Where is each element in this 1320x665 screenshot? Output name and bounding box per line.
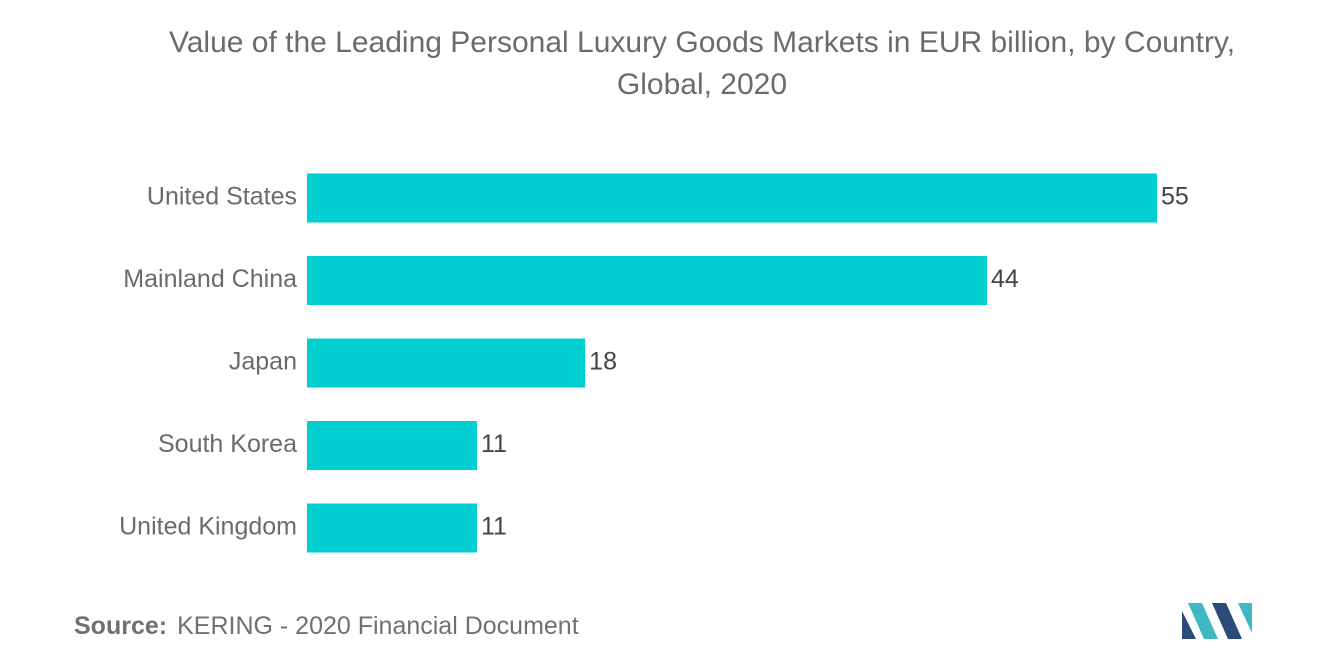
- bar-japan: [307, 338, 586, 388]
- value-label-south-korea: 11: [481, 430, 507, 458]
- value-label-united-kingdom: 11: [481, 513, 507, 541]
- logo-shape-3: [1212, 603, 1242, 639]
- chart-title-line-1: Value of the Leading Personal Luxury Goo…: [168, 26, 1236, 59]
- category-label-united-states: United States: [147, 183, 297, 211]
- bar-united-kingdom: [307, 503, 477, 553]
- source-text: KERING - 2020 Financial Document: [177, 612, 579, 640]
- chart-title-line-2: Global, 2020: [616, 68, 788, 101]
- category-label-japan: Japan: [229, 348, 297, 376]
- logo-shape-4: [1238, 603, 1252, 633]
- bar-united-states: [307, 173, 1157, 223]
- bar-south-korea: [307, 421, 477, 470]
- bar-mainland-china: [307, 256, 987, 305]
- category-label-south-korea: South Korea: [158, 430, 297, 458]
- value-label-japan: 18: [589, 348, 617, 376]
- value-label-united-states: 55: [1161, 183, 1189, 211]
- source-note: Source: KERING - 2020 Financial Document: [74, 612, 579, 641]
- chart-title: Value of the Leading Personal Luxury Goo…: [0, 22, 1320, 106]
- logo-shape-2: [1188, 603, 1218, 639]
- logo-shape-1: [1182, 611, 1196, 639]
- source-label: Source:: [74, 612, 168, 640]
- mordor-logo-icon: [1182, 603, 1252, 639]
- value-label-mainland-china: 44: [991, 265, 1019, 293]
- category-label-united-kingdom: United Kingdom: [119, 513, 297, 541]
- category-label-mainland-china: Mainland China: [123, 265, 297, 293]
